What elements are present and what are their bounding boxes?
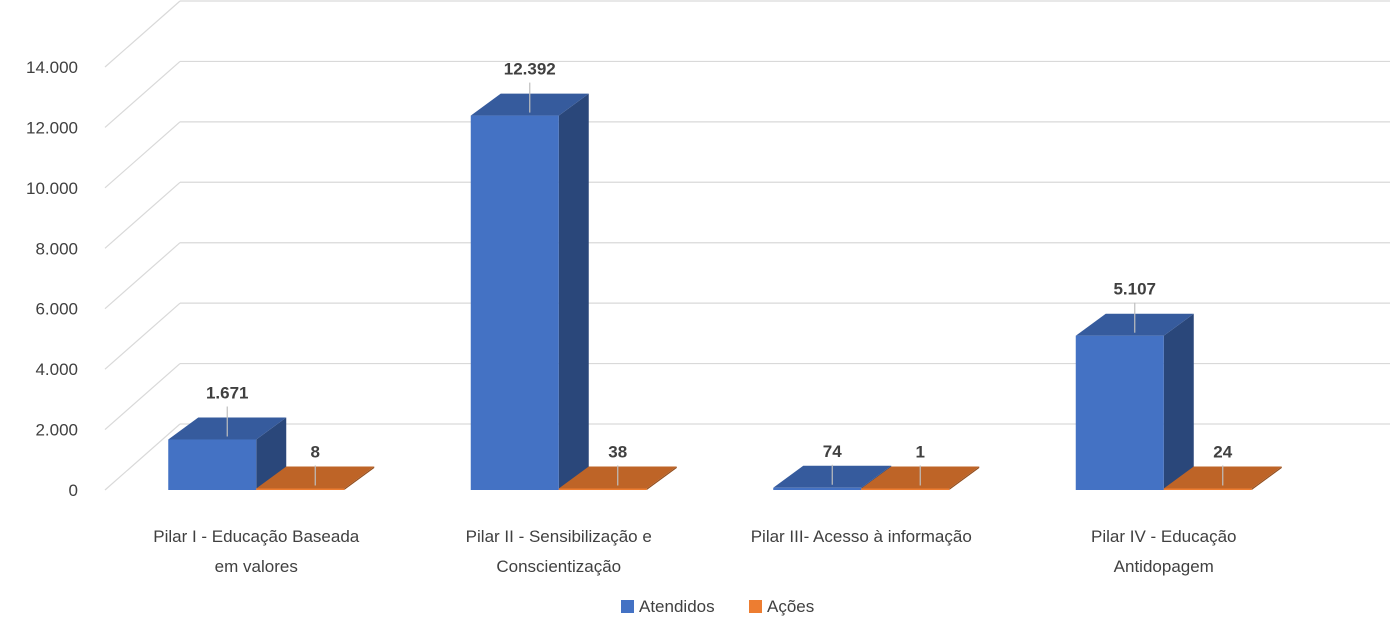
y-tick-label: 4.000 (35, 360, 78, 379)
y-tick-label: 6.000 (35, 300, 78, 319)
y-tick-label: 0 (69, 481, 78, 500)
gridline-diagonal (104, 60, 181, 128)
category-label: em valores (215, 557, 298, 576)
category-label: Antidopagem (1114, 557, 1214, 576)
category-label: Pilar II - Sensibilização e (466, 527, 652, 546)
bar-ações (256, 488, 345, 490)
bar-side (646, 466, 677, 490)
legend-swatch (749, 600, 762, 613)
data-label: 8 (311, 443, 320, 462)
data-label: 1 (916, 443, 925, 462)
bar-atendidos (168, 439, 257, 490)
category-label: Pilar IV - Educação (1091, 527, 1237, 546)
category-label: Conscientização (496, 557, 621, 576)
legend-label: Ações (767, 597, 814, 616)
gridline-diagonal (104, 242, 181, 310)
category-label: Pilar I - Educação Baseada (153, 527, 360, 546)
bar-ações (558, 488, 647, 490)
legend-swatch (621, 600, 634, 613)
data-label: 24 (1213, 443, 1232, 462)
y-tick-label: 12.000 (26, 118, 78, 137)
data-label: 38 (608, 443, 627, 462)
bar-side (1163, 313, 1194, 490)
bar-ações (1163, 488, 1252, 490)
bar-side (949, 466, 980, 490)
data-label: 5.107 (1113, 280, 1156, 299)
bar-atendidos (1075, 335, 1164, 490)
gridline-diagonal (104, 121, 181, 189)
data-label: 74 (823, 442, 842, 461)
gridline-diagonal (104, 423, 181, 491)
gridline-diagonal (104, 302, 181, 370)
bar-side (344, 466, 375, 490)
y-tick-label: 2.000 (35, 421, 78, 440)
bar-side (558, 93, 589, 491)
y-tick-label: 14.000 (26, 58, 78, 77)
y-tick-label: 8.000 (35, 239, 78, 258)
bar-side (256, 417, 287, 490)
bar-ações (861, 488, 950, 490)
bar-side (1251, 466, 1282, 490)
gridline-diagonal (104, 181, 181, 249)
category-label: Pilar III- Acesso à informação (751, 527, 972, 546)
y-tick-label: 10.000 (26, 179, 78, 198)
legend-label: Atendidos (639, 597, 715, 616)
gridline-diagonal (104, 0, 181, 68)
bar-atendidos (470, 115, 559, 491)
bar-atendidos (773, 487, 862, 490)
data-label: 12.392 (504, 60, 556, 79)
data-label: 1.671 (206, 384, 249, 403)
gridline-diagonal (104, 363, 181, 431)
